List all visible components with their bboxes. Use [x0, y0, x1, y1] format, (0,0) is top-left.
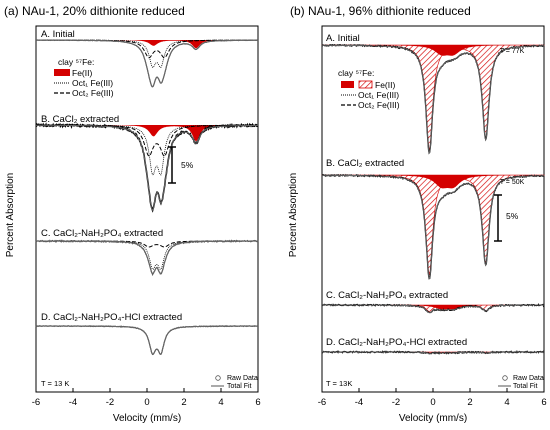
- chart-b-temp-a: T = 77K: [500, 48, 525, 55]
- chart-a-legend: clay ⁵⁷Fe: Fe(II) Oct₁ Fe(III) Oct₂ Fe(I…: [54, 57, 114, 98]
- chart-a-panel-a-label: A. Initial: [41, 29, 75, 40]
- chart-b-legend-oct2: Oct₂ Fe(III): [358, 100, 400, 110]
- x-tick-label: 4: [218, 397, 223, 408]
- x-tick-label: 2: [467, 397, 472, 408]
- x-tick-label: -2: [392, 397, 400, 408]
- chart-a-total-fit: [36, 325, 258, 355]
- chart-b-fe3-component: [322, 305, 544, 310]
- axis-ticks: -6 -4 -2 0 2 4 6 -6 -4 -2 0 2 4 6: [32, 388, 547, 408]
- chart-b-legend-fe2: Fe(II): [375, 80, 395, 90]
- chart-b-fe2-component: [321, 44, 545, 151]
- x-tick-label: 0: [144, 397, 149, 408]
- chart-a-oct2-component: [36, 124, 258, 157]
- x-tick-label: -4: [69, 397, 77, 408]
- chart-b-scale-bar: 5%: [494, 194, 519, 242]
- chart-a-fe2-component: [36, 125, 258, 142]
- chart-a-legend-title: clay ⁵⁷Fe:: [58, 57, 94, 67]
- chart-b-raw-label: Raw Data: [513, 375, 544, 382]
- chart-b-panel-c-label: C. CaCl₂-NaH₂PO₄ extracted: [326, 290, 448, 301]
- chart-b-panel-b-label: B. CaCl₂ extracted: [326, 158, 404, 169]
- x-tick-label: 0: [430, 397, 435, 408]
- chart-a-title: (a) NAu-1, 20% dithionite reduced: [4, 4, 185, 18]
- chart-a-raw-marker: [215, 375, 221, 381]
- chart-a-temp: T = 13 K: [41, 379, 69, 388]
- chart-a-legend-oct1: Oct₁ Fe(III): [72, 78, 113, 88]
- chart-b-scale-bar-label: 5%: [506, 211, 519, 221]
- chart-a-panel-d-label: D. CaCl₂-NaH₂PO₄-HCl extracted: [41, 312, 182, 323]
- chart-a-xlabel: Velocity (mm/s): [113, 413, 181, 424]
- chart-b-legend-title: clay ⁵⁷Fe:: [338, 68, 374, 78]
- chart-a-fit-label: Total Fit: [227, 383, 252, 390]
- chart-a-plot: [35, 39, 259, 356]
- x-tick-label: 2: [181, 397, 186, 408]
- chart-a-oct1-component: [36, 124, 258, 176]
- chart-b-panel-a-label: A. Initial: [326, 33, 360, 44]
- chart-a-scale-bar-label: 5%: [181, 160, 194, 170]
- x-tick-label: -6: [32, 397, 40, 408]
- chart-b-total-fit: [322, 351, 544, 354]
- chart-b-fe2-component: [321, 174, 545, 276]
- chart-b-panel-d-label: D. CaCl₂-NaH₂PO₄-HCl extracted: [326, 337, 467, 348]
- chart-a-panel-c-label: C. CaCl₂-NaH₂PO₄ extracted: [41, 228, 163, 239]
- chart-b-temp: T = 13K: [326, 379, 352, 388]
- chart-b-temp-b: T = 50K: [500, 179, 525, 186]
- chart-a-legend-fe2: Fe(II): [72, 68, 92, 78]
- chart-a-raw-data: [35, 122, 259, 213]
- chart-a-ylabel: Percent Absorption: [5, 173, 16, 258]
- x-tick-label: 6: [255, 397, 260, 408]
- chart-b-title: (b) NAu-1, 96% dithionite reduced: [290, 4, 471, 18]
- chart-a-fe2-component: [36, 40, 258, 49]
- chart-a-legend-oct2: Oct₂ Fe(III): [72, 88, 114, 98]
- chart-a-total-fit: [36, 39, 258, 88]
- chart-b-legend-oct1: Oct₁ Fe(III): [358, 90, 399, 100]
- chart-a-total-fit: [35, 124, 258, 212]
- chart-b-total-fit: [322, 174, 544, 280]
- chart-b-total-fit: [322, 44, 544, 154]
- chart-b-fe3-component: [322, 175, 544, 189]
- chart-b-legend-fe3-swatch: [358, 80, 373, 89]
- chart-b-legend: clay ⁵⁷Fe: Fe(II) Oct₁ Fe(III) Oct₂ Fe(I…: [338, 68, 400, 110]
- chart-a-scale-bar: 5%: [168, 146, 194, 184]
- chart-b-fe3-component: [322, 45, 544, 56]
- x-tick-label: 6: [541, 397, 546, 408]
- chart-b-fit-label: Total Fit: [513, 383, 538, 390]
- chart-b-ylabel: Percent Absorption: [288, 173, 299, 258]
- chart-b-xlabel: Velocity (mm/s): [399, 413, 467, 424]
- chart-b-plot: [321, 43, 545, 355]
- chart-b-total-fit: [322, 304, 544, 314]
- chart-a-raw-label: Raw Data: [227, 375, 258, 382]
- chart-b-data-legend: Raw Data Total Fit: [498, 375, 544, 390]
- chart-a-legend-fe2-swatch: [54, 69, 70, 76]
- x-tick-label: -4: [355, 397, 363, 408]
- chart-a-oct2-component: [36, 39, 258, 59]
- chart-a-oct1-component: [36, 325, 258, 355]
- x-tick-label: 4: [504, 397, 509, 408]
- chart-b-legend-fe2-swatch: [341, 81, 354, 88]
- chart-a-data-legend: Raw Data Total Fit: [211, 375, 258, 390]
- chart-a-panel-b-label: B. CaCl₂ extracted: [41, 114, 119, 125]
- chart-a-total-fit: [36, 240, 258, 275]
- chart-a-raw-data: [35, 324, 259, 356]
- chart-b-raw-marker: [502, 375, 508, 381]
- x-tick-label: -2: [106, 397, 114, 408]
- x-tick-label: -6: [318, 397, 326, 408]
